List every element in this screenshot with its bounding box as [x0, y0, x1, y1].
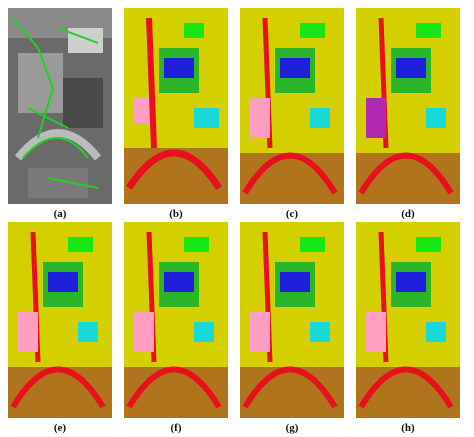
panel-c-classification-map: [240, 8, 344, 204]
panel-label-b: (b): [169, 208, 183, 220]
panel-label-d: (d): [401, 208, 415, 220]
panel-a-grayscale-image: [8, 8, 112, 204]
panel-d-classification-map: [356, 8, 460, 204]
panel-label-a: (a): [53, 208, 67, 220]
panel-f-classification-map: [124, 222, 228, 418]
classification-map-f: [124, 222, 228, 418]
panel-label-h: (h): [401, 422, 415, 434]
classification-map-h: [356, 222, 460, 418]
grayscale-image-with-ground-truth: [8, 8, 112, 204]
classification-map-g: [240, 222, 344, 418]
panel-h-classification-map: [356, 222, 460, 418]
classification-map-e: [8, 222, 112, 418]
panel-e-classification-map: [8, 222, 112, 418]
panel-label-g: (g): [285, 422, 299, 434]
panel-label-e: (e): [53, 422, 67, 434]
panel-b-classification-map: [124, 8, 228, 204]
panel-label-c: (c): [285, 208, 299, 220]
panel-g-classification-map: [240, 222, 344, 418]
classification-map-b: [124, 8, 228, 204]
classification-map-c: [240, 8, 344, 204]
classification-map-d: [356, 8, 460, 204]
panel-label-f: (f): [170, 422, 182, 434]
